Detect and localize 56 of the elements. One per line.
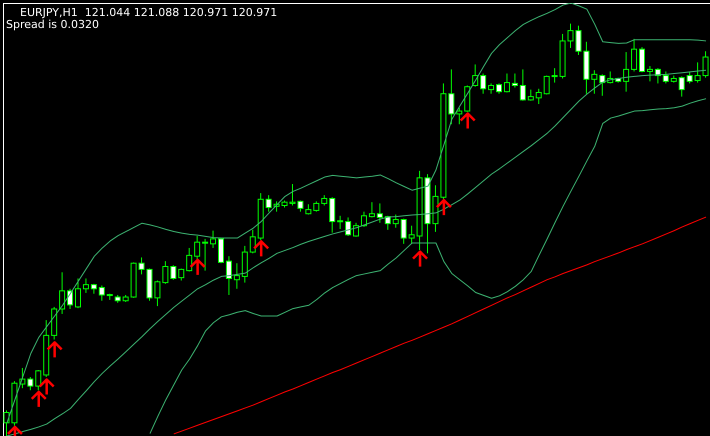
candlestick: [662, 70, 669, 84]
candlestick: [154, 280, 160, 307]
candlestick: [337, 215, 344, 230]
candlestick: [591, 70, 598, 94]
candlestick: [162, 260, 168, 284]
candlestick: [289, 184, 296, 206]
candlestick: [226, 256, 232, 296]
candlestick: [694, 62, 701, 84]
point: [189, 258, 206, 276]
point: [30, 390, 47, 408]
candlestick: [170, 264, 176, 280]
chart-subtitle: Spread is 0.0320: [6, 18, 100, 31]
point: [459, 112, 476, 130]
candlestick: [368, 202, 375, 218]
candlestick: [520, 68, 526, 102]
point: [46, 341, 63, 359]
candlestick: [623, 52, 630, 92]
candlestick: [544, 75, 550, 96]
candlestick: [194, 235, 200, 260]
candlestick: [210, 230, 216, 248]
point: [38, 378, 55, 396]
chart-title: EURJPY,H1 121.044 121.088 120.971 120.971: [20, 6, 278, 19]
candlestick: [297, 200, 304, 212]
candlestick: [67, 288, 74, 310]
candlestick: [504, 73, 510, 93]
candlestick: [27, 376, 34, 391]
candlestick: [400, 218, 407, 244]
candlestick: [639, 46, 646, 73]
candlestick: [568, 23, 574, 48]
candlestick: [686, 70, 693, 84]
candlestick: [98, 284, 105, 302]
candlestick: [266, 194, 272, 212]
candlestick: [82, 278, 89, 294]
candlestick: [496, 82, 502, 94]
candlestick: [408, 225, 415, 244]
candlestick: [59, 272, 66, 314]
candlestick: [234, 262, 240, 290]
candlestick: [575, 25, 582, 56]
candlestick: [345, 216, 352, 236]
candlestick: [353, 222, 360, 238]
candlestick: [138, 256, 145, 275]
candlestick: [313, 200, 320, 212]
candlestick: [448, 68, 454, 125]
candlestick: [646, 66, 653, 82]
point: [436, 198, 452, 216]
point: [412, 250, 428, 268]
candlestick: [480, 73, 486, 94]
candlestick: [74, 278, 81, 309]
candlestick: [202, 238, 208, 272]
candlestick: [305, 204, 312, 216]
candlestick: [512, 73, 518, 88]
candlestick: [631, 38, 638, 72]
candlestick: [552, 68, 558, 84]
candlestick: [376, 202, 383, 224]
candlestick: [488, 82, 494, 94]
point: [252, 240, 270, 258]
